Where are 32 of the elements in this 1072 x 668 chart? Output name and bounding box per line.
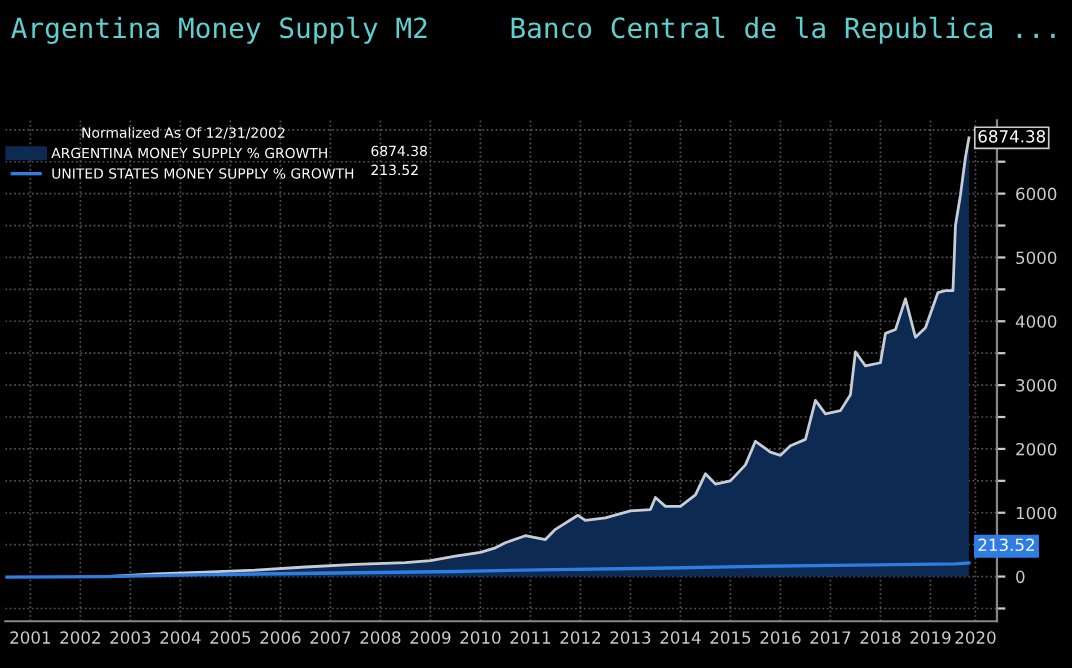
line-series <box>5 561 971 579</box>
x-tick-label: 2001 <box>10 631 51 644</box>
x-tick-label: 2012 <box>560 631 600 644</box>
y-tick-label: 4000 <box>1015 315 1057 328</box>
x-tick-label: 2017 <box>810 631 851 644</box>
chart-title: Argentina Money Supply M2 <box>11 16 427 44</box>
x-tick-label: 2013 <box>610 631 651 644</box>
x-tick-label: 2016 <box>760 631 801 644</box>
x-tick-label: 2002 <box>60 631 100 644</box>
x-tick-label: 2009 <box>410 631 451 644</box>
x-tick-label: 2019 <box>910 631 951 644</box>
y-tick-label: 0 <box>1016 570 1025 584</box>
x-tick-label: 2011 <box>510 631 551 644</box>
x-tick-label: 2018 <box>860 631 901 644</box>
y-tick-label: 6000 <box>1016 187 1057 201</box>
data-label: 213.52 <box>978 538 1034 552</box>
y-tick-label: 1000 <box>1016 506 1057 520</box>
x-tick-label: 2014 <box>660 631 701 644</box>
x-tick-label: 2010 <box>460 631 501 644</box>
data-label: 6874.38 <box>978 130 1046 143</box>
y-tick-label: 3000 <box>1016 379 1057 392</box>
x-tick-label: 2015 <box>710 631 751 644</box>
x-tick-label: 2004 <box>160 631 201 644</box>
y-tick-label: 5000 <box>1016 251 1057 265</box>
x-tick-label: 2005 <box>210 631 251 644</box>
y-tick-label: 2000 <box>1016 442 1057 456</box>
x-tick-label: 2006 <box>260 631 301 644</box>
chart-subtitle: Banco Central de la Republica ... <box>511 16 1055 44</box>
x-tick-label: 2008 <box>360 631 401 644</box>
x-tick-label: 2003 <box>110 631 151 644</box>
x-tick-label: 2020 <box>955 631 996 644</box>
x-tick-label: 2007 <box>310 631 351 644</box>
